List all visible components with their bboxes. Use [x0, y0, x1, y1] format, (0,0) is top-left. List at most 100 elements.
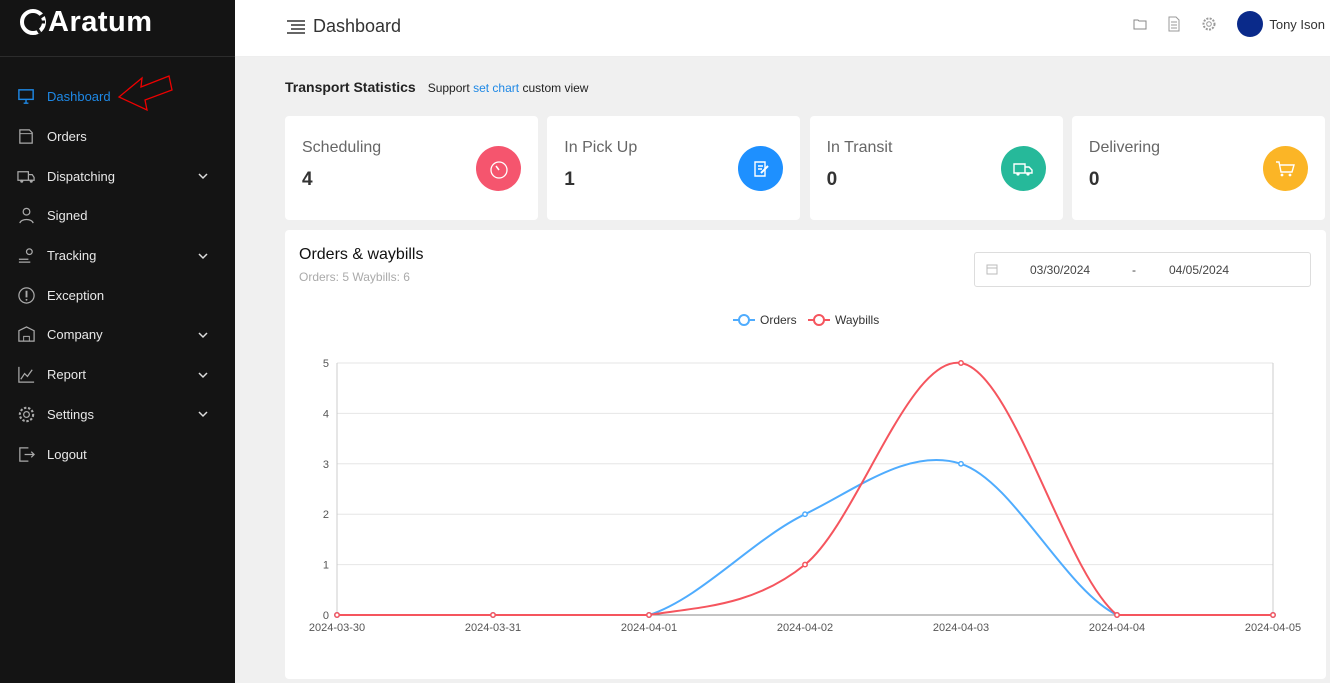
company-icon [18, 326, 35, 343]
x-tick-label: 2024-03-30 [309, 622, 365, 634]
y-tick-label: 4 [323, 408, 329, 420]
stat-card-delivering[interactable]: Delivering 0 [1071, 116, 1325, 220]
sidebar-item-label: Dashboard [47, 89, 111, 105]
tracking-icon [18, 248, 33, 263]
page-title: Dashboard [313, 16, 402, 36]
chevron-down-icon[interactable] [198, 370, 208, 380]
date-from[interactable]: 03/30/2024 [1030, 263, 1091, 277]
x-tick-label: 2024-04-04 [1089, 622, 1145, 634]
x-tick-label: 2024-04-03 [933, 622, 989, 634]
document-icon[interactable] [1167, 16, 1181, 32]
annotation-arrow [117, 75, 173, 112]
data-point-orders [958, 460, 964, 467]
sidebar-item-label: Settings [47, 406, 94, 422]
sidebar-item-company[interactable]: Company [0, 315, 235, 355]
stat-value: 0 [826, 169, 838, 190]
sidebar-item-signed[interactable]: Signed [0, 196, 235, 236]
sidebar-item-label: Logout [47, 446, 87, 462]
data-point-waybills [1114, 612, 1120, 618]
date-range-picker[interactable]: 03/30/2024 - 04/05/2024 [974, 252, 1311, 287]
chevron-down-icon[interactable] [198, 251, 208, 261]
y-tick-label: 0 [323, 610, 329, 622]
top-bar: Dashboard Tony Ison [235, 0, 1330, 57]
exclamation-icon [18, 287, 35, 304]
report-icon [18, 367, 35, 383]
data-point-waybills [334, 612, 340, 618]
sidebar-item-report[interactable]: Report [0, 355, 235, 395]
x-tick-label: 2024-04-05 [1245, 622, 1301, 634]
gear-icon[interactable] [1201, 16, 1217, 32]
series-line-waybills [337, 361, 1273, 616]
delivery-icon [1262, 146, 1308, 191]
stat-label: In Pick Up [564, 139, 638, 156]
data-point-waybills [958, 360, 964, 366]
avatar [1237, 11, 1264, 37]
truck-icon [1000, 146, 1046, 191]
set-chart-link[interactable]: set chart [473, 81, 520, 95]
folder-icon[interactable] [1133, 18, 1147, 30]
logout-icon [19, 446, 35, 462]
stat-card-scheduling[interactable]: Scheduling 4 [285, 116, 538, 220]
aratum-logo-icon [20, 9, 46, 35]
stat-card-in-pick-up[interactable]: In Pick Up 1 [547, 116, 801, 220]
x-tick-label: 2024-04-01 [621, 622, 677, 634]
chevron-down-icon[interactable] [198, 409, 208, 419]
sidebar-item-label: Tracking [47, 248, 97, 264]
stat-value: 0 [1088, 169, 1100, 190]
series-line-orders [337, 458, 1273, 616]
sidebar-item-tracking[interactable]: Tracking [0, 236, 235, 276]
sidebar-item-label: Signed [47, 208, 88, 224]
sidebar-item-label: Orders [47, 129, 87, 145]
stat-label: Delivering [1088, 139, 1161, 156]
data-point-waybills [490, 612, 496, 618]
y-tick-label: 2 [323, 509, 329, 521]
timer-icon [476, 146, 521, 191]
legend-label: Waybills [835, 313, 879, 327]
y-tick-label: 3 [323, 459, 329, 471]
gear-icon [18, 406, 35, 423]
x-tick-label: 2024-03-31 [465, 622, 521, 634]
stat-label: Scheduling [302, 139, 382, 156]
legend-marker-waybills [813, 314, 825, 326]
truck-icon [17, 170, 35, 183]
orders-icon [19, 129, 33, 144]
sidebar-item-label: Exception [47, 287, 105, 303]
user-menu[interactable]: Tony Ison [1237, 11, 1325, 37]
x-tick-label: 2024-04-02 [777, 622, 833, 634]
sidebar-item-logout[interactable]: Logout [0, 434, 235, 474]
edit-icon [738, 146, 784, 191]
sidebar-item-dashboard[interactable]: Dashboard [0, 77, 235, 117]
y-tick-label: 1 [323, 560, 329, 572]
stat-label: In Transit [826, 139, 893, 156]
calendar-icon [986, 264, 998, 275]
legend-marker-orders [738, 314, 750, 326]
stat-value: 1 [564, 169, 575, 190]
y-tick-label: 5 [323, 358, 329, 370]
person-icon [19, 208, 34, 224]
sidebar-item-exception[interactable]: Exception [0, 275, 235, 315]
legend-label: Orders [760, 313, 797, 327]
sidebar: Aratum Dashboard Orders Dispatching Signed T… [0, 0, 235, 683]
sidebar-item-label: Company [47, 327, 103, 343]
stat-value: 4 [302, 169, 313, 190]
data-point-orders [802, 511, 808, 518]
date-to[interactable]: 04/05/2024 [1169, 263, 1230, 277]
chart-summary: Orders: 5 Waybills: 6 [299, 270, 410, 284]
data-point-waybills [646, 612, 652, 618]
chevron-down-icon[interactable] [198, 171, 208, 181]
chart-title: Orders & waybills [299, 246, 424, 263]
sidebar-item-label: Report [47, 367, 87, 383]
stat-card-in-transit[interactable]: In Transit 0 [809, 116, 1063, 220]
sidebar-item-label: Dispatching [47, 168, 115, 184]
sidebar-item-dispatching[interactable]: Dispatching [0, 156, 235, 196]
orders-waybills-chart: 0 1 2 3 4 5 2024-03-30 2024-03-31 2024-04-01 2024… [309, 313, 1301, 634]
stats-header: Transport Statistics Support set chart cu… [285, 79, 589, 95]
data-point-waybills [1270, 612, 1276, 618]
menu-toggle-icon[interactable] [287, 19, 305, 34]
data-point-waybills [802, 561, 808, 568]
sidebar-item-orders[interactable]: Orders [0, 117, 235, 157]
monitor-icon [18, 89, 34, 105]
brand-logo[interactable]: Aratum [0, 0, 235, 57]
chevron-down-icon[interactable] [198, 330, 208, 340]
sidebar-item-settings[interactable]: Settings [0, 395, 235, 435]
